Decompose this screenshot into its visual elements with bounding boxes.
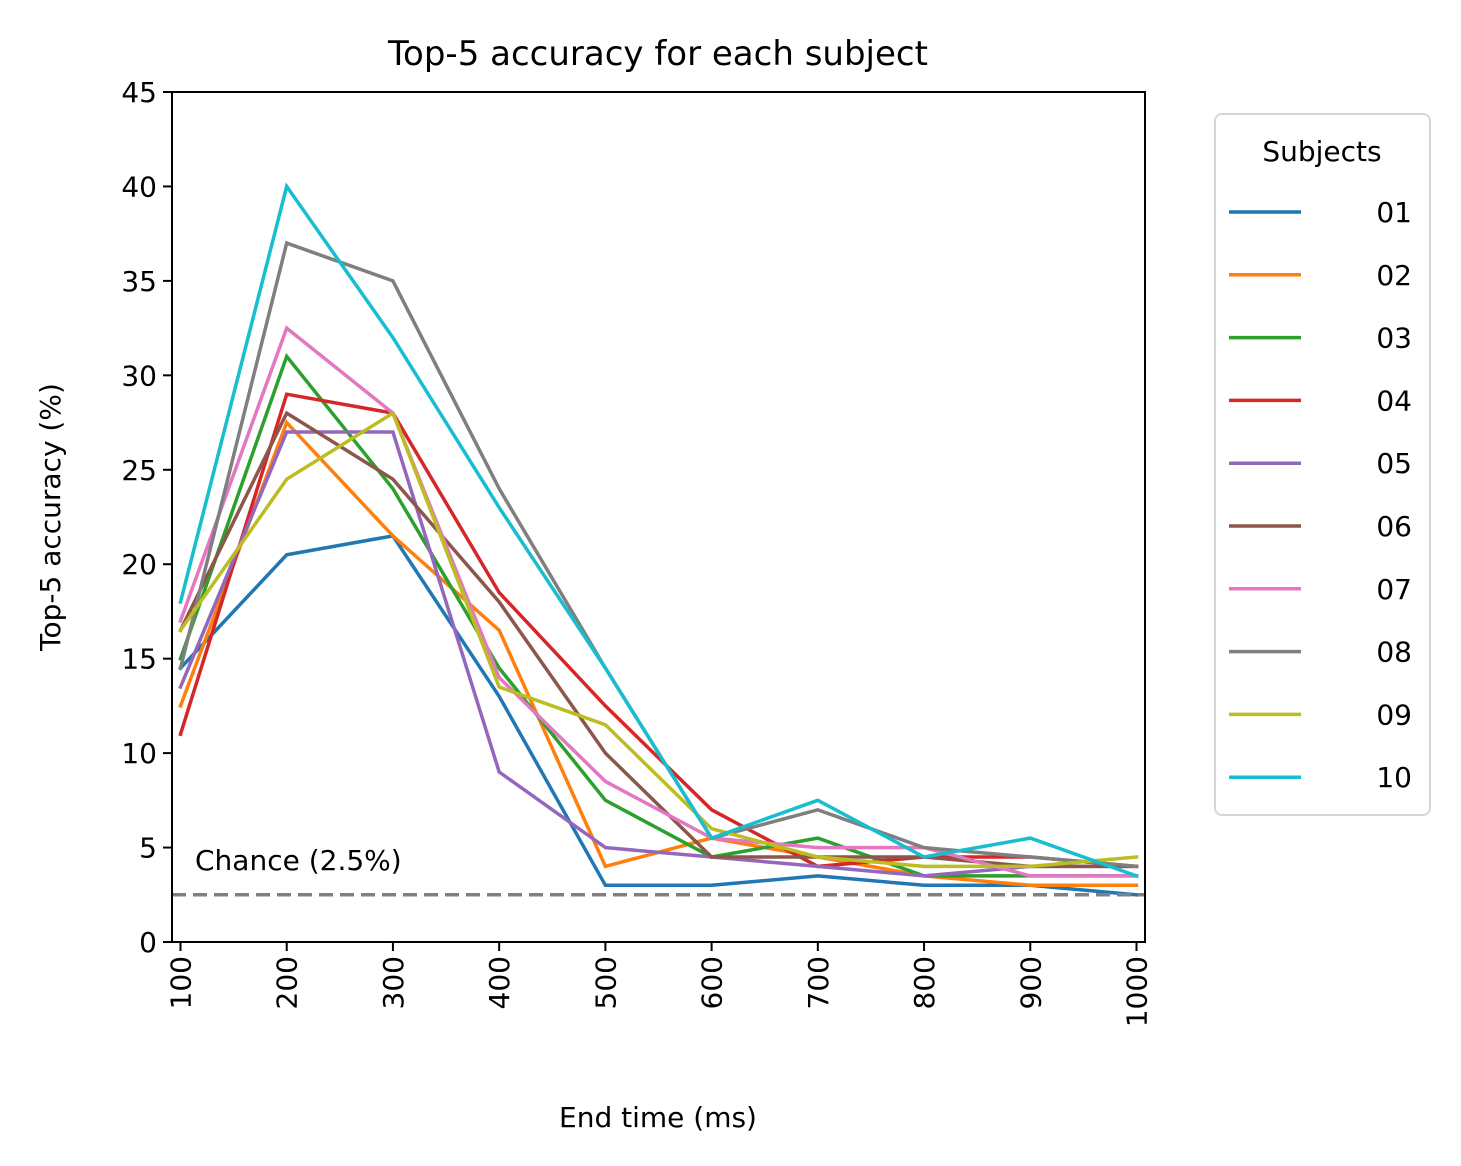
plot-area <box>172 182 1145 897</box>
series-line-09 <box>178 410 1139 869</box>
chart-title: Top-5 accuracy for each subject <box>387 34 928 74</box>
y-tick-label: 40 <box>121 170 157 203</box>
y-tick-label: 10 <box>121 737 157 770</box>
series-line-05 <box>178 430 1139 878</box>
x-tick-label: 600 <box>696 956 729 1009</box>
y-tick-label: 15 <box>121 643 157 676</box>
x-tick-label: 400 <box>483 956 516 1009</box>
legend-label-07: 07 <box>1376 573 1412 606</box>
y-axis-ticks: 0 5 10 15 20 25 30 35 40 45 <box>121 76 172 959</box>
x-tick-label: 200 <box>271 956 304 1009</box>
legend-label-08: 08 <box>1376 636 1412 669</box>
x-tick-label: 900 <box>1014 956 1047 1009</box>
x-tick-label: 500 <box>589 956 622 1009</box>
legend-title: Subjects <box>1262 135 1381 168</box>
legend: Subjects 01 02 03 04 05 06 07 08 09 10 <box>1214 113 1431 816</box>
y-tick-label: 35 <box>121 265 157 298</box>
y-axis-label: Top-5 accuracy (%) <box>34 383 67 652</box>
legend-label-09: 09 <box>1376 698 1412 731</box>
x-axis-label: End time (ms) <box>559 1101 757 1134</box>
x-tick-label: 100 <box>164 956 197 1009</box>
series-line-01 <box>178 533 1139 897</box>
legend-label-10: 10 <box>1376 761 1412 794</box>
legend-label-01: 01 <box>1376 196 1412 229</box>
legend-label-02: 02 <box>1376 259 1412 292</box>
y-tick-label: 20 <box>121 548 157 581</box>
series-line-10 <box>178 182 1139 879</box>
x-tick-label: 300 <box>377 956 410 1009</box>
y-tick-label: 5 <box>139 832 157 865</box>
chance-label: Chance (2.5%) <box>195 844 402 877</box>
legend-label-04: 04 <box>1376 384 1412 417</box>
legend-label-03: 03 <box>1376 322 1412 355</box>
series-line-03 <box>178 352 1139 878</box>
legend-entries: 01 02 03 04 05 06 07 08 09 10 <box>1229 196 1412 794</box>
legend-frame <box>1214 113 1431 816</box>
x-tick-label: 700 <box>802 956 835 1009</box>
y-tick-label: 30 <box>121 359 157 392</box>
x-axis-ticks: 100 200 300 400 500 600 700 800 900 1000 <box>164 942 1154 1027</box>
y-tick-label: 45 <box>121 76 157 109</box>
series-line-07 <box>178 325 1139 878</box>
y-tick-label: 25 <box>121 454 157 487</box>
legend-label-05: 05 <box>1376 447 1412 480</box>
series-line-04 <box>178 392 1139 869</box>
x-tick-label: 1000 <box>1121 956 1154 1027</box>
x-tick-label: 800 <box>908 956 941 1009</box>
legend-label-06: 06 <box>1376 510 1412 543</box>
axes-frame <box>171 91 1146 943</box>
y-tick-label: 0 <box>139 926 157 959</box>
